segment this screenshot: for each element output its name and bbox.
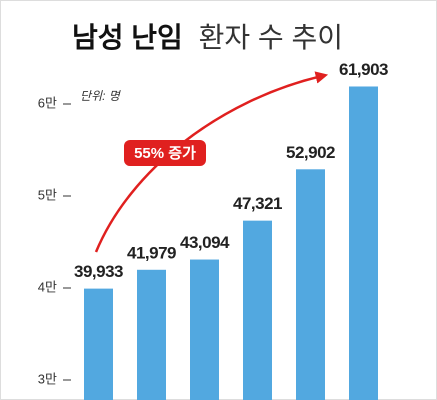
y-tick-label: 4만 (38, 279, 57, 294)
bar (296, 169, 325, 400)
y-tick-label: 5만 (38, 187, 57, 202)
bar (84, 288, 113, 400)
y-tick-label: 3만 (38, 371, 57, 386)
value-label: 43,094 (180, 233, 230, 252)
value-label: 39,933 (74, 262, 123, 281)
value-label: 41,979 (127, 243, 176, 262)
bar (243, 220, 272, 400)
value-label: 52,902 (286, 143, 335, 162)
value-label: 47,321 (233, 194, 282, 213)
value-label: 61,903 (339, 60, 388, 79)
title-regular: 환자 수 추이 (199, 22, 343, 53)
annotation-box (124, 140, 206, 166)
unit-label: 단위: 명 (80, 89, 122, 103)
y-tick-label: 6만 (38, 95, 57, 110)
bar (137, 269, 166, 400)
title-bold: 남성 난임 (72, 22, 183, 53)
bar (349, 86, 378, 400)
chart-title: 남성 난임 환자 수 추이 (72, 22, 343, 53)
bar (190, 259, 219, 400)
annotation: 55% 증가 (134, 145, 196, 162)
